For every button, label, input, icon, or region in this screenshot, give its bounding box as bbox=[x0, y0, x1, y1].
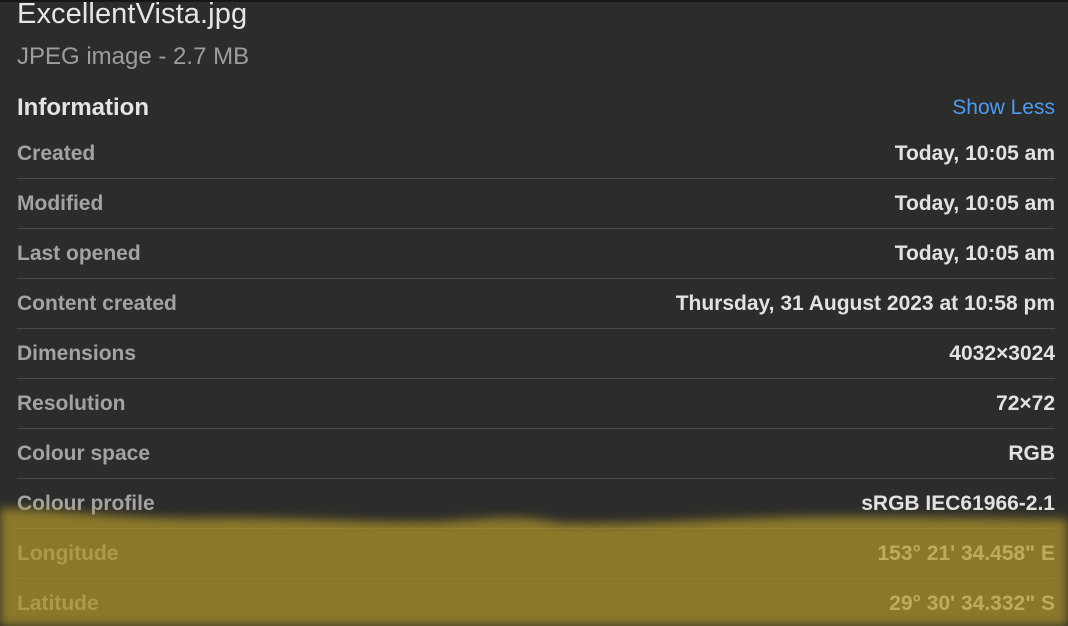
info-row-content-created: Content created Thursday, 31 August 2023… bbox=[17, 279, 1055, 329]
info-label: Modified bbox=[17, 191, 104, 215]
info-value: 153° 21' 34.458" E bbox=[877, 541, 1056, 565]
info-row-last-opened: Last opened Today, 10:05 am bbox=[17, 229, 1055, 279]
info-row-colour-profile: Colour profile sRGB IEC61966-2.1 bbox=[17, 479, 1055, 529]
info-row-created: Created Today, 10:05 am bbox=[17, 129, 1055, 179]
info-value: Today, 10:05 am bbox=[894, 191, 1055, 215]
info-label: Content created bbox=[17, 291, 177, 315]
info-value: 4032×3024 bbox=[949, 341, 1055, 365]
info-row-modified: Modified Today, 10:05 am bbox=[17, 179, 1055, 229]
info-label: Created bbox=[17, 141, 96, 165]
info-label: Last opened bbox=[17, 241, 141, 265]
information-list: Created Today, 10:05 am Modified Today, … bbox=[17, 129, 1055, 626]
info-row-dimensions: Dimensions 4032×3024 bbox=[17, 329, 1055, 379]
info-row-latitude: Latitude 29° 30' 34.332" S bbox=[17, 579, 1055, 626]
show-less-button[interactable]: Show Less bbox=[952, 96, 1055, 119]
file-name: ExcellentVista.jpg bbox=[17, 0, 248, 30]
window-top-edge bbox=[0, 0, 1068, 2]
info-value: Thursday, 31 August 2023 at 10:58 pm bbox=[675, 291, 1055, 315]
info-row-resolution: Resolution 72×72 bbox=[17, 379, 1055, 429]
info-row-colour-space: Colour space RGB bbox=[17, 429, 1055, 479]
information-title: Information bbox=[17, 94, 149, 121]
info-label: Colour space bbox=[17, 441, 151, 465]
info-value: Today, 10:05 am bbox=[894, 241, 1055, 265]
info-row-longitude: Longitude 153° 21' 34.458" E bbox=[17, 529, 1055, 579]
info-label: Dimensions bbox=[17, 341, 137, 365]
info-value: sRGB IEC61966-2.1 bbox=[861, 491, 1055, 515]
info-label: Latitude bbox=[17, 591, 99, 615]
info-label: Resolution bbox=[17, 391, 126, 415]
info-value: 72×72 bbox=[996, 391, 1055, 415]
info-value: Today, 10:05 am bbox=[894, 141, 1055, 165]
info-label: Colour profile bbox=[17, 491, 155, 515]
info-value: RGB bbox=[1008, 441, 1055, 465]
info-label: Longitude bbox=[17, 541, 119, 565]
info-value: 29° 30' 34.332" S bbox=[889, 591, 1055, 615]
information-section-header: Information Show Less bbox=[17, 92, 1055, 124]
file-kind-size: JPEG image - 2.7 MB bbox=[17, 43, 250, 70]
